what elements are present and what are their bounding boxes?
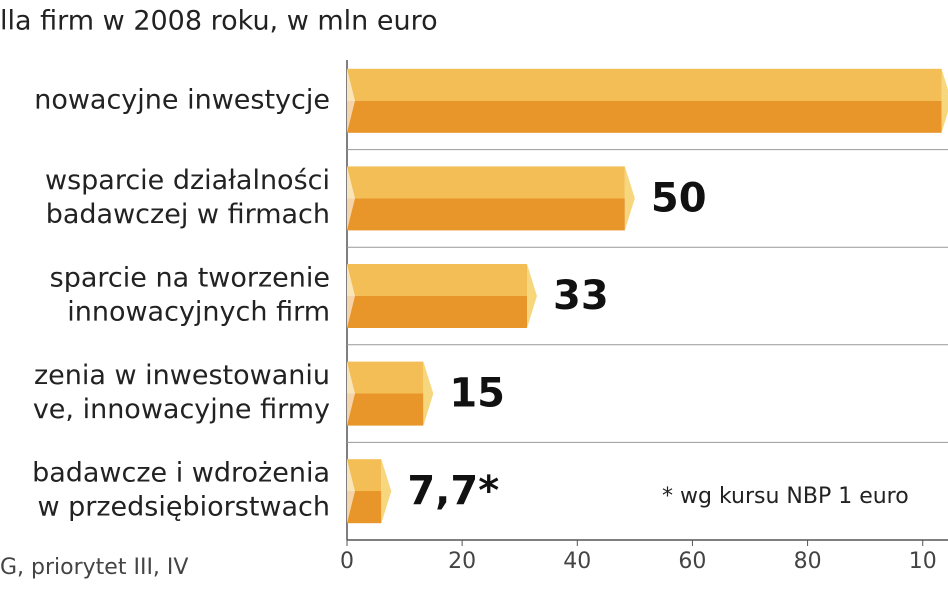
- bar-end: [624, 166, 635, 231]
- bar-start: [347, 166, 355, 231]
- x-tick-label: 0: [340, 549, 354, 574]
- category-label: sparcie na tworzenie: [50, 263, 330, 294]
- bar-end: [423, 361, 434, 426]
- category-label: ve, innowacyjne firmy: [33, 394, 330, 425]
- bar-end: [381, 459, 392, 524]
- category-label: innowacyjnych firm: [67, 297, 330, 328]
- bar-end: [526, 264, 537, 328]
- bar-start: [347, 361, 355, 426]
- category-label: badawczej w firmach: [46, 199, 330, 230]
- bar: [347, 68, 948, 133]
- bar: [347, 459, 392, 524]
- x-tick-label: 60: [678, 549, 706, 574]
- category-label: wsparcie działalności: [45, 165, 330, 196]
- category-label: nowacyjne inwestycje: [34, 84, 330, 115]
- bar: [347, 264, 537, 328]
- bar-body: [347, 166, 625, 231]
- value-label: 7,7*: [407, 468, 499, 514]
- bar-body: [347, 361, 424, 426]
- x-tick-label: 40: [563, 549, 591, 574]
- source: G, priorytet III, IV: [0, 555, 188, 580]
- x-tick-label: 10: [909, 549, 937, 574]
- footnote: * wg kursu NBP 1 euro: [662, 484, 909, 509]
- bar-end: [941, 68, 948, 133]
- bar: [347, 361, 434, 426]
- bar: [347, 166, 635, 231]
- bar-start: [347, 264, 355, 328]
- category-label: badawcze i wdrożenia: [32, 458, 330, 489]
- category-label: w przedsiębiorstwach: [37, 492, 330, 523]
- bar-body: [347, 264, 527, 328]
- bar-start: [347, 68, 355, 133]
- bar-start: [347, 459, 355, 524]
- x-tick-label: 20: [448, 549, 476, 574]
- category-label: zenia w inwestowaniu: [34, 360, 330, 391]
- value-label: 33: [553, 273, 609, 319]
- x-tick-label: 80: [794, 549, 822, 574]
- value-label: 15: [449, 371, 505, 417]
- value-label: 50: [651, 175, 707, 221]
- chart-title: lla firm w 2008 roku, w mln euro: [0, 6, 438, 37]
- bar-body: [347, 68, 942, 133]
